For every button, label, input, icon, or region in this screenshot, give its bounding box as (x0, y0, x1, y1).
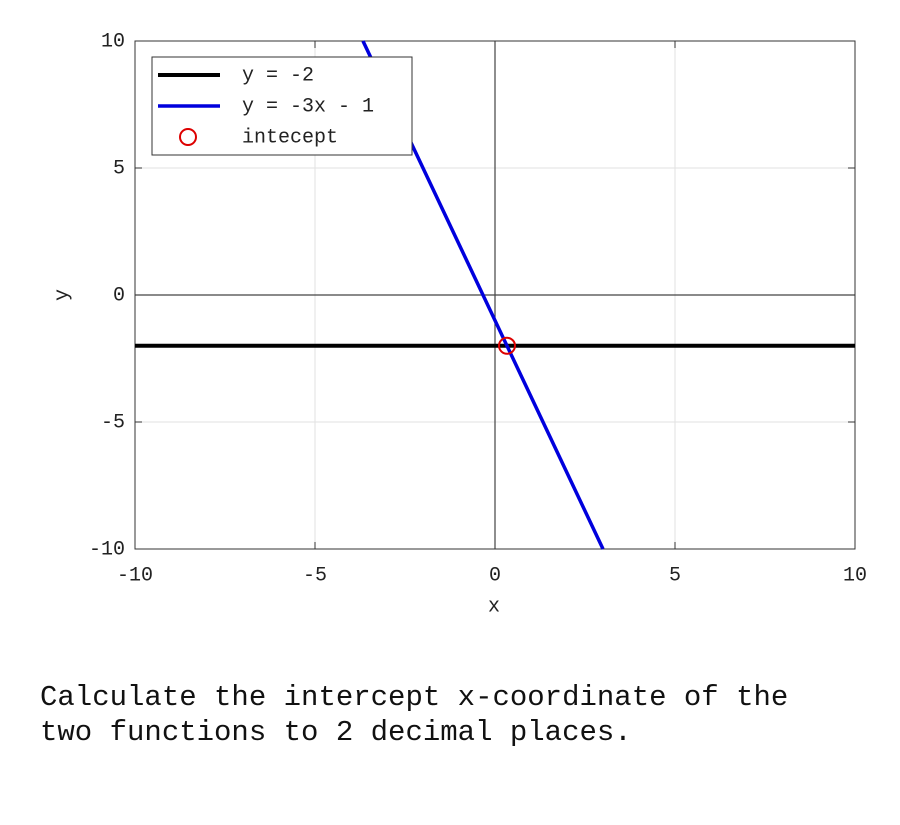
x-tick-label: 0 (489, 564, 501, 587)
y-tick-label: -5 (101, 411, 125, 434)
legend-label: y = -3x - 1 (242, 95, 374, 118)
x-tick-label: -5 (303, 564, 327, 587)
legend-label: intecept (242, 126, 338, 149)
y-tick-label: 5 (113, 157, 125, 180)
x-tick-label: 10 (843, 564, 867, 587)
x-axis-label: x (488, 595, 500, 618)
chart: x y -10 -5 0 5 10 -10 -5 0 5 10 y = -2 y = -3x - 1 i… (51, 30, 867, 618)
x-tick-label: 5 (669, 564, 681, 587)
y-tick-label: -10 (89, 538, 125, 561)
legend-marker (179, 128, 197, 146)
legend-label: y = -2 (242, 64, 314, 87)
marker (497, 336, 516, 355)
x-tick-label: -10 (117, 564, 153, 587)
y-tick-label: 10 (101, 30, 125, 53)
plot-frame (134, 40, 856, 550)
question: Calculate the intercept x-coordinate of … (40, 681, 789, 749)
y-axis-label: y (51, 289, 74, 301)
y-tick-label: 0 (113, 284, 125, 307)
